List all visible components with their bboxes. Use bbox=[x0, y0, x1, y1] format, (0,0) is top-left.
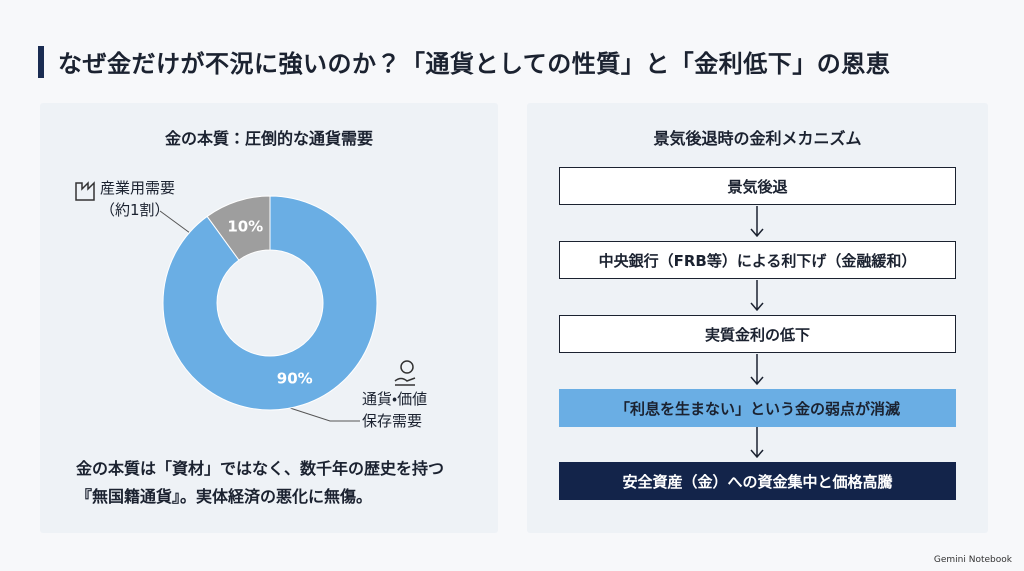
title: なぜ金だけが不況に強いのか？「通貨としての性質」と「金利低下」の恩恵 bbox=[58, 50, 891, 78]
right-panel: 景気後退時の金利メカニズム 景気後退中央銀行（FRB等）による利下げ（金融緩和）… bbox=[527, 103, 988, 533]
flow-step: 景気後退 bbox=[559, 167, 956, 205]
value-label: 90% bbox=[277, 370, 313, 388]
value-label: 10% bbox=[227, 217, 263, 235]
arrows bbox=[750, 206, 764, 459]
slice bbox=[162, 195, 378, 411]
category-label: 通貨・価値 保存需要 bbox=[362, 390, 428, 430]
flow-step: 実質金利の低下 bbox=[559, 315, 956, 353]
leader-line bbox=[159, 210, 191, 234]
flow-title: 景気後退時の金利メカニズム bbox=[653, 129, 862, 148]
flow-step: 「利息を生まない」という金の弱点が消滅 bbox=[559, 389, 956, 427]
factory-icon bbox=[75, 181, 95, 201]
chart-title: 金の本質：圧倒的な通貨需要 bbox=[164, 129, 373, 148]
money-icon bbox=[394, 360, 416, 386]
leader-line bbox=[289, 407, 360, 422]
flow-step: 中央銀行（FRB等）による利下げ（金融緩和） bbox=[559, 241, 956, 279]
category-label: 産業用需要 （約1割） bbox=[100, 179, 176, 219]
donut-chart: 10% 90% bbox=[75, 181, 416, 422]
caption: 金の本質は「資材」ではなく、数千年の歴史を持つ 『無国籍通貨』。実体経済の悪化に… bbox=[76, 459, 445, 506]
flow-step: 安全資産（金）への資金集中と価格高騰 bbox=[559, 462, 956, 500]
title-bar bbox=[38, 46, 44, 78]
footer: Gemini Notebook bbox=[933, 555, 1012, 565]
left-panel: 金の本質：圧倒的な通貨需要 10% 90% 産業用需要 （約1割） 通貨・価値 保… bbox=[40, 103, 498, 533]
